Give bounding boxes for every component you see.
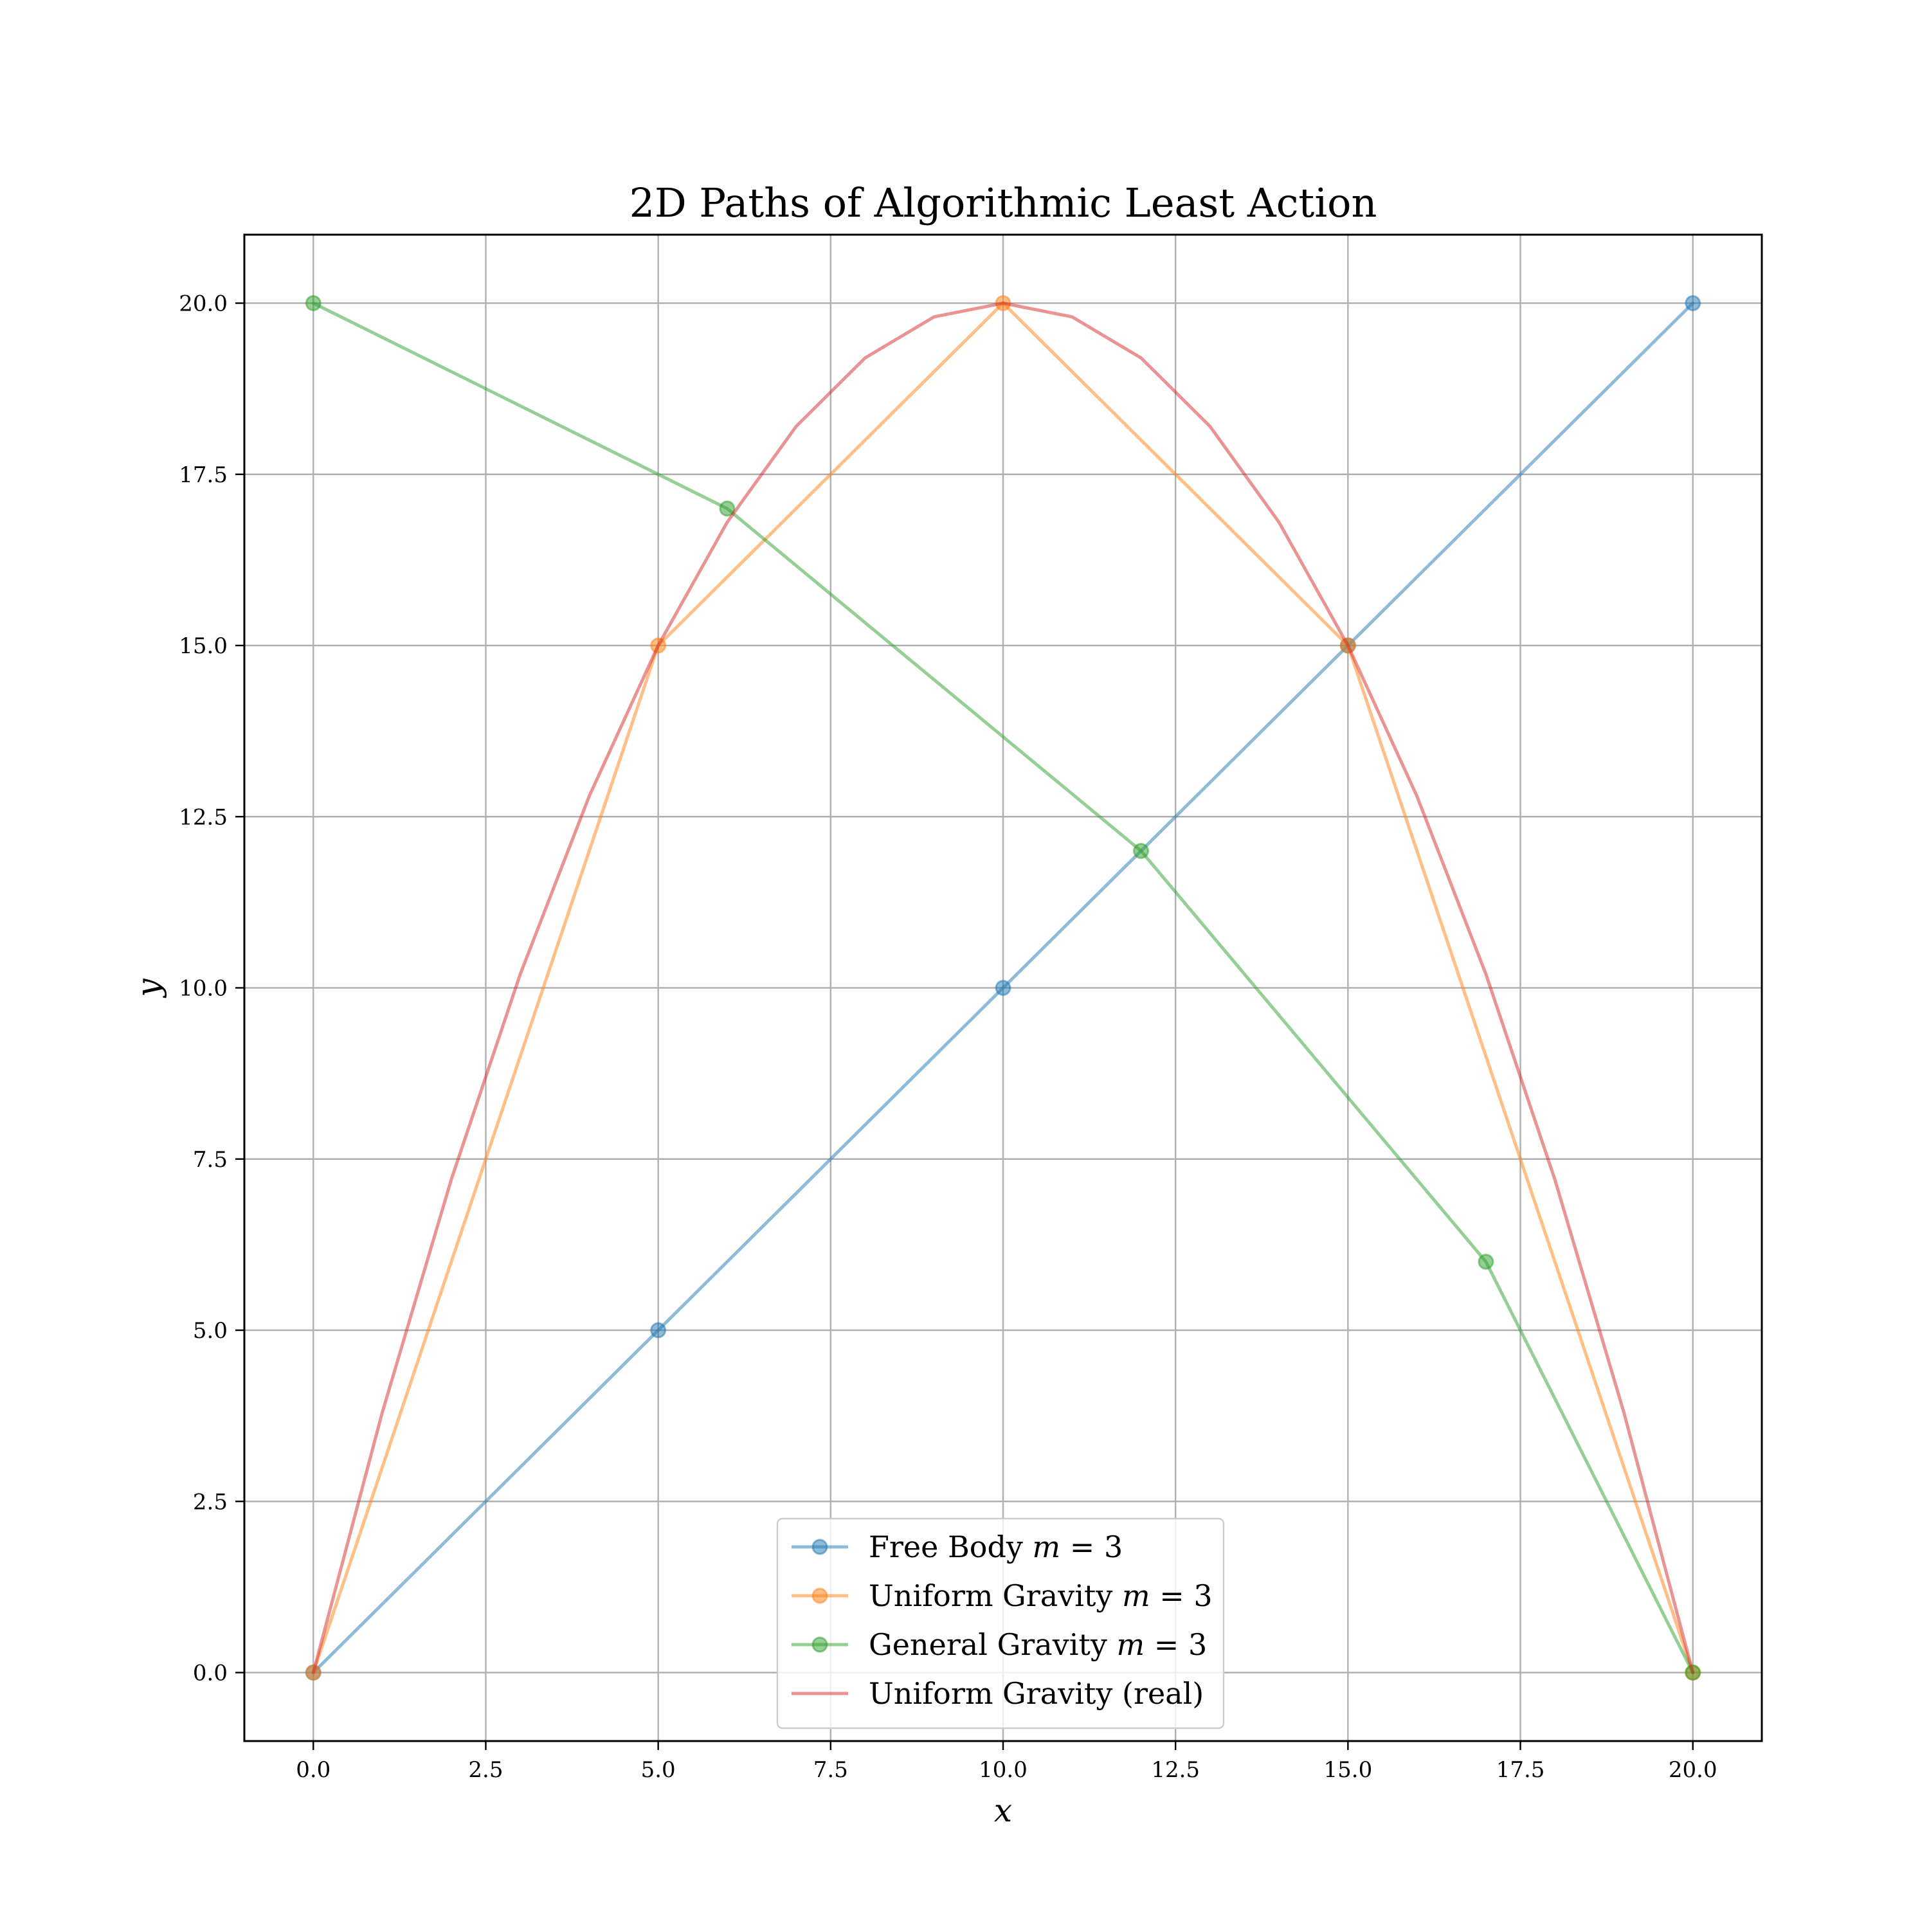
y-tick-label: 15.0 xyxy=(179,633,228,659)
chart-title: 2D Paths of Algorithmic Least Action xyxy=(629,179,1377,226)
legend-label: Uniform Gravity m = 3 xyxy=(869,1578,1213,1613)
y-axis-label: y xyxy=(130,979,167,998)
y-tick-label: 7.5 xyxy=(193,1147,228,1173)
x-tick-label: 17.5 xyxy=(1496,1757,1545,1783)
legend-swatch-marker xyxy=(811,1539,828,1555)
legend-box xyxy=(776,1517,1225,1729)
x-tick-label: 5.0 xyxy=(641,1757,676,1783)
x-tick-label: 15.0 xyxy=(1324,1757,1373,1783)
y-tick-label: 2.5 xyxy=(193,1489,228,1515)
y-tick-label: 10.0 xyxy=(179,976,228,1002)
series-1-point xyxy=(650,1322,667,1339)
series-1-point xyxy=(1685,295,1701,311)
y-tick-label: 17.5 xyxy=(179,462,228,488)
y-tick-label: 0.0 xyxy=(193,1661,228,1686)
series-3-point xyxy=(305,295,322,311)
x-tick-label: 0.0 xyxy=(296,1757,331,1783)
y-tick-label: 20.0 xyxy=(179,291,228,317)
x-tick-label: 12.5 xyxy=(1151,1757,1200,1783)
y-tick-label: 5.0 xyxy=(193,1318,228,1344)
legend-label: Free Body m = 3 xyxy=(869,1530,1123,1564)
legend-swatch-marker xyxy=(811,1587,828,1604)
y-tick-label: 12.5 xyxy=(179,804,228,830)
series-3-point xyxy=(719,500,736,517)
series-3-point xyxy=(1133,843,1150,859)
x-tick-label: 20.0 xyxy=(1669,1757,1717,1783)
series-layer xyxy=(305,295,1701,1681)
legend: Free Body m = 3 Uniform Gravity m = 3 Gene… xyxy=(776,1517,1225,1729)
x-axis-label: x xyxy=(994,1792,1012,1829)
series-3-point xyxy=(1478,1254,1494,1270)
x-tick-label: 10.0 xyxy=(979,1757,1028,1783)
legend-label: Uniform Gravity (real) xyxy=(869,1676,1204,1711)
legend-label: General Gravity m = 3 xyxy=(869,1627,1207,1662)
x-tick-label: 2.5 xyxy=(468,1757,503,1783)
legend-swatch-marker xyxy=(811,1636,828,1653)
series-1-point xyxy=(995,980,1011,996)
x-tick-label: 7.5 xyxy=(813,1757,848,1783)
ticks: 0.0 2.5 5.0 7.5 10.0 12.5 15.0 17.5 20.0 0.0 2.5 5.… xyxy=(179,291,1717,1783)
series-line-4 xyxy=(311,302,1695,1674)
